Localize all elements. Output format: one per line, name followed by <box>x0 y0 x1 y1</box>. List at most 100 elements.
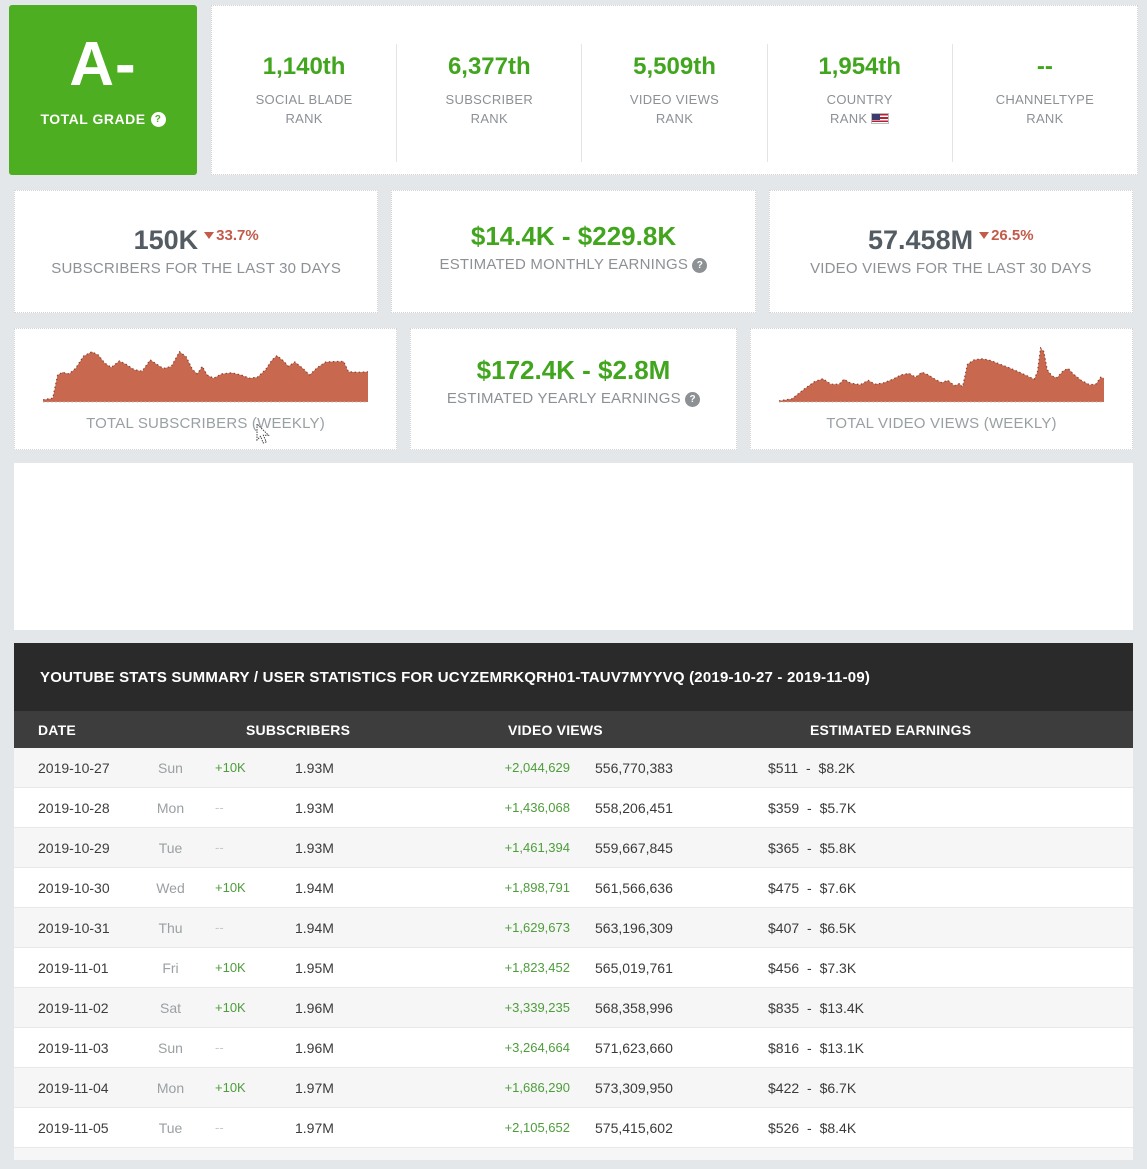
cell-subscriber-change: -- <box>215 840 224 855</box>
cell-video-views-total: 573,309,950 <box>595 1079 673 1096</box>
table-row: 2019-11-02 Sat +10K 1.96M +3,339,235 568,358,… <box>14 988 1133 1028</box>
cell-subscriber-change: +10K <box>215 1080 246 1095</box>
cell-day: Sun <box>158 759 183 776</box>
ad-placeholder <box>14 463 1133 630</box>
subscribers-30d-change: 33.7% <box>204 227 259 244</box>
subscribers-chart-label: TOTAL SUBSCRIBERS (WEEKLY) <box>86 415 325 432</box>
cell-subscriber-change: +10K <box>215 880 246 895</box>
cell-subscriber-change: -- <box>215 1120 224 1135</box>
subscriber-rank: 6,377th SUBSCRIBER RANK <box>445 52 534 126</box>
table-row: 2019-10-28 Mon -- 1.93M +1,436,068 558,206,45… <box>14 788 1133 828</box>
stats-row-1: 150K 33.7% SUBSCRIBERS FOR THE LAST 30 DA… <box>0 190 1147 313</box>
total-grade-label: TOTAL GRADE ? <box>40 111 166 127</box>
help-icon[interactable]: ? <box>692 257 708 273</box>
video-views-30d-value: 57.458M <box>868 225 974 255</box>
cell-date: 2019-11-01 <box>38 959 109 976</box>
video-views-sparkline-chart <box>779 346 1104 403</box>
table-row <box>14 1148 1133 1160</box>
subscribers-30d-card: 150K 33.7% SUBSCRIBERS FOR THE LAST 30 DA… <box>14 190 379 313</box>
cell-subscriber-total: 1.96M <box>295 1039 334 1056</box>
monthly-earnings-card: $14.4K - $229.8K ESTIMATED MONTHLY EARNI… <box>391 190 756 313</box>
table-row: 2019-11-03 Sun -- 1.96M +3,264,664 571,623,66… <box>14 1028 1133 1068</box>
cell-estimated-earnings: $511 - $8.2K <box>768 759 856 776</box>
video-views-chart-label: TOTAL VIDEO VIEWS (WEEKLY) <box>826 415 1057 432</box>
table-title: YOUTUBE STATS SUMMARY / USER STATISTICS … <box>14 643 1133 711</box>
cell-video-views-change: +2,105,652 <box>504 1120 570 1135</box>
cell-subscriber-change: +10K <box>215 760 246 775</box>
subscribers-weekly-chart-card: TOTAL SUBSCRIBERS (WEEKLY) <box>14 328 397 450</box>
cell-date: 2019-11-02 <box>38 999 109 1016</box>
column-header-estimated-earnings: ESTIMATED EARNINGS <box>810 721 972 738</box>
cell-subscriber-total: 1.94M <box>295 919 334 936</box>
subscribers-sparkline-chart <box>43 350 368 403</box>
cell-day: Mon <box>156 1079 185 1096</box>
table-row: 2019-11-04 Mon +10K 1.97M +1,686,290 573,309,… <box>14 1068 1133 1108</box>
cell-subscriber-change: +10K <box>215 1000 246 1015</box>
table-row: 2019-10-29 Tue -- 1.93M +1,461,394 559,667,84… <box>14 828 1133 868</box>
country-rank: 1,954th COUNTRY RANK <box>818 52 902 126</box>
down-arrow-icon <box>204 232 215 239</box>
top-row: A- TOTAL GRADE ? 1,140th SOCIAL BLADE RAN… <box>0 0 1147 175</box>
subscribers-30d-label: SUBSCRIBERS FOR THE LAST 30 DAYS <box>51 260 342 277</box>
cell-video-views-total: 565,019,761 <box>595 959 673 976</box>
help-icon[interactable]: ? <box>685 391 701 407</box>
table-row: 2019-10-30 Wed +10K 1.94M +1,898,791 561,566,… <box>14 868 1133 908</box>
subscribers-30d-value: 150K <box>133 225 199 255</box>
table-row: 2019-11-05 Tue -- 1.97M +2,105,652 575,415,60… <box>14 1108 1133 1148</box>
video-views-30d-card: 57.458M 26.5% VIDEO VIEWS FOR THE LAST 30… <box>768 190 1133 313</box>
video-views-rank: 5,509th VIDEO VIEWS RANK <box>629 52 720 126</box>
column-header-video-views: VIDEO VIEWS <box>508 721 603 738</box>
cell-date: 2019-10-28 <box>38 799 110 816</box>
cell-video-views-change: +1,898,791 <box>504 880 570 895</box>
cell-date: 2019-11-03 <box>38 1039 109 1056</box>
cell-video-views-change: +1,629,673 <box>504 920 570 935</box>
cell-estimated-earnings: $835 - $13.4K <box>768 999 864 1016</box>
cell-date: 2019-10-27 <box>38 759 110 776</box>
divider <box>581 44 583 162</box>
cell-video-views-change: +3,339,235 <box>504 1000 570 1015</box>
stats-row-2: TOTAL SUBSCRIBERS (WEEKLY) $172.4K - $2.… <box>0 328 1147 450</box>
cell-day: Fri <box>162 959 179 976</box>
total-grade-value: A- <box>69 30 137 99</box>
total-grade-card: A- TOTAL GRADE ? <box>9 5 197 175</box>
cell-video-views-total: 556,770,383 <box>595 759 673 776</box>
cell-video-views-total: 561,566,636 <box>595 879 673 896</box>
help-icon[interactable]: ? <box>150 111 166 127</box>
cell-video-views-change: +1,686,290 <box>504 1080 570 1095</box>
cell-subscriber-total: 1.93M <box>295 839 334 856</box>
cell-day: Sat <box>159 999 181 1016</box>
cell-estimated-earnings: $407 - $6.5K <box>768 919 857 936</box>
cell-subscriber-change: -- <box>215 1040 224 1055</box>
cell-day: Mon <box>156 799 185 816</box>
cell-video-views-change: +1,461,394 <box>504 840 570 855</box>
cell-video-views-change: +3,264,664 <box>504 1040 570 1055</box>
cell-day: Tue <box>158 839 183 856</box>
yearly-earnings-label: ESTIMATED YEARLY EARNINGS ? <box>411 390 736 407</box>
monthly-earnings-label: ESTIMATED MONTHLY EARNINGS ? <box>392 256 754 273</box>
divider <box>396 44 398 162</box>
down-arrow-icon <box>979 232 990 239</box>
stats-table: YOUTUBE STATS SUMMARY / USER STATISTICS … <box>14 643 1133 1160</box>
cell-subscriber-change: +10K <box>215 960 246 975</box>
cell-subscriber-total: 1.93M <box>295 759 334 776</box>
cell-estimated-earnings: $422 - $6.7K <box>768 1079 857 1096</box>
table-row: 2019-10-31 Thu -- 1.94M +1,629,673 563,196,30… <box>14 908 1133 948</box>
cell-subscriber-total: 1.96M <box>295 999 334 1016</box>
cell-video-views-total: 571,623,660 <box>595 1039 673 1056</box>
cell-date: 2019-10-31 <box>38 919 110 936</box>
video-views-weekly-chart-card: TOTAL VIDEO VIEWS (WEEKLY) <box>750 328 1133 450</box>
cell-estimated-earnings: $816 - $13.1K <box>768 1039 864 1056</box>
cell-subscriber-change: -- <box>215 800 224 815</box>
cell-video-views-total: 568,358,996 <box>595 999 673 1016</box>
ranks-card: 1,140th SOCIAL BLADE RANK 6,377th SUBSCRI… <box>211 5 1138 175</box>
divider <box>951 44 953 162</box>
cell-subscriber-total: 1.93M <box>295 799 334 816</box>
yearly-earnings-value: $172.4K - $2.8M <box>476 355 671 385</box>
table-row: 2019-10-27 Sun +10K 1.93M +2,044,629 556,770,… <box>14 748 1133 788</box>
cell-subscriber-total: 1.97M <box>295 1119 334 1136</box>
cell-estimated-earnings: $456 - $7.3K <box>768 959 857 976</box>
cell-subscriber-total: 1.95M <box>295 959 334 976</box>
cell-video-views-change: +1,436,068 <box>504 800 570 815</box>
column-header-date: DATE <box>38 721 76 738</box>
